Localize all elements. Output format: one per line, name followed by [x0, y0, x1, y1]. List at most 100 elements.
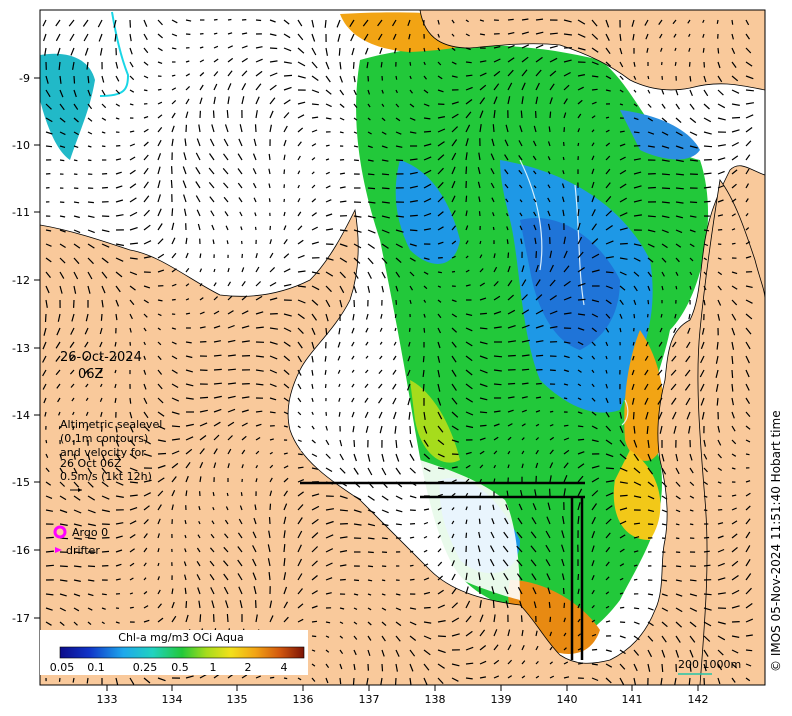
velocity-arrow: [325, 213, 333, 217]
velocity-arrow: [479, 84, 487, 91]
velocity-arrow: [591, 33, 599, 40]
velocity-arrow: [157, 253, 165, 259]
velocity-arrow: [143, 492, 151, 497]
velocity-arrow: [422, 355, 425, 363]
velocity-arrow: [647, 103, 652, 108]
velocity-arrow: [423, 467, 431, 472]
velocity-arrow: [532, 503, 537, 511]
velocity-arrow: [632, 33, 635, 41]
velocity-arrow: [86, 61, 89, 70]
velocity-arrow: [685, 341, 691, 349]
velocity-arrow: [563, 280, 571, 287]
velocity-arrow: [378, 397, 383, 404]
velocity-arrow: [745, 168, 750, 175]
velocity-arrow: [633, 481, 642, 486]
velocity-arrow: [241, 267, 245, 273]
velocity-arrow: [689, 229, 696, 233]
velocity-arrow: [437, 620, 446, 623]
velocity-arrow: [563, 676, 570, 679]
velocity-arrow: [479, 124, 482, 133]
velocity-arrow: [171, 283, 177, 287]
velocity-arrow: [129, 562, 135, 567]
velocity-arrow: [605, 75, 612, 80]
velocity-arrow: [717, 535, 724, 539]
velocity-arrow: [689, 243, 695, 248]
velocity-arrow: [157, 383, 163, 390]
velocity-arrow: [619, 169, 627, 175]
velocity-arrow: [591, 142, 595, 147]
velocity-arrow: [255, 266, 260, 273]
velocity-arrow: [69, 33, 75, 42]
velocity-arrow: [58, 425, 61, 430]
velocity-arrow: [45, 607, 53, 611]
velocity-arrow: [619, 507, 628, 511]
velocity-arrow: [646, 425, 649, 434]
velocity-arrow: [171, 438, 180, 441]
velocity-arrow: [521, 629, 524, 637]
velocity-arrow: [437, 493, 443, 497]
velocity-arrow: [715, 355, 719, 364]
velocity-arrow: [157, 677, 166, 682]
velocity-arrow: [507, 436, 512, 441]
velocity-arrow: [549, 616, 552, 623]
velocity-arrow: [73, 495, 81, 501]
velocity-arrow: [381, 621, 387, 627]
velocity-arrow: [503, 572, 509, 581]
velocity-arrow: [619, 577, 624, 581]
velocity-arrow: [423, 169, 432, 175]
velocity-arrow: [451, 677, 459, 682]
velocity-arrow: [395, 523, 402, 526]
velocity-arrow: [507, 309, 516, 315]
velocity-arrow: [311, 663, 316, 667]
velocity-arrow: [395, 453, 400, 462]
velocity-arrow: [465, 195, 468, 203]
velocity-arrow: [171, 252, 177, 259]
velocity-arrow: [241, 57, 248, 63]
velocity-arrow: [563, 19, 572, 23]
depth-scale-label: 200 1000m: [678, 658, 741, 671]
velocity-arrow: [605, 299, 612, 305]
velocity-arrow: [605, 439, 613, 445]
velocity-arrow: [129, 548, 135, 553]
velocity-arrow: [252, 182, 257, 189]
velocity-arrow: [591, 75, 599, 78]
velocity-arrow: [241, 340, 250, 343]
velocity-arrow: [577, 267, 585, 273]
velocity-arrow: [143, 369, 147, 375]
velocity-arrow: [731, 533, 738, 539]
velocity-arrow: [605, 576, 610, 581]
velocity-arrow: [395, 103, 400, 108]
velocity-arrow: [687, 327, 691, 334]
velocity-arrow: [451, 225, 457, 231]
velocity-arrow: [545, 530, 551, 539]
velocity-arrow: [605, 677, 612, 684]
velocity-arrow: [451, 383, 457, 391]
velocity-arrow: [619, 103, 624, 106]
velocity-arrow: [196, 138, 201, 147]
velocity-arrow: [703, 564, 711, 567]
velocity-arrow: [535, 340, 544, 343]
velocity-arrow: [619, 257, 628, 260]
velocity-arrow: [227, 354, 236, 357]
velocity-arrow: [239, 505, 243, 511]
velocity-arrow: [657, 355, 663, 362]
velocity-arrow: [745, 369, 750, 378]
velocity-arrow: [297, 19, 303, 27]
velocity-arrow: [325, 562, 333, 567]
velocity-arrow: [702, 47, 705, 53]
velocity-arrow: [237, 559, 243, 567]
velocity-arrow: [311, 61, 318, 69]
velocity-arrow: [703, 131, 712, 135]
velocity-arrow: [325, 425, 328, 431]
velocity-arrow: [549, 32, 558, 35]
sealevel-note-line: 26 Oct 06Z: [60, 457, 122, 470]
velocity-arrow: [283, 397, 290, 402]
velocity-arrow: [521, 463, 524, 469]
velocity-arrow: [73, 481, 80, 488]
velocity-arrow: [213, 368, 222, 371]
velocity-arrow: [325, 61, 330, 70]
velocity-arrow: [185, 98, 190, 105]
velocity-arrow: [689, 201, 698, 204]
velocity-arrow: [239, 124, 243, 133]
velocity-arrow: [535, 18, 544, 21]
